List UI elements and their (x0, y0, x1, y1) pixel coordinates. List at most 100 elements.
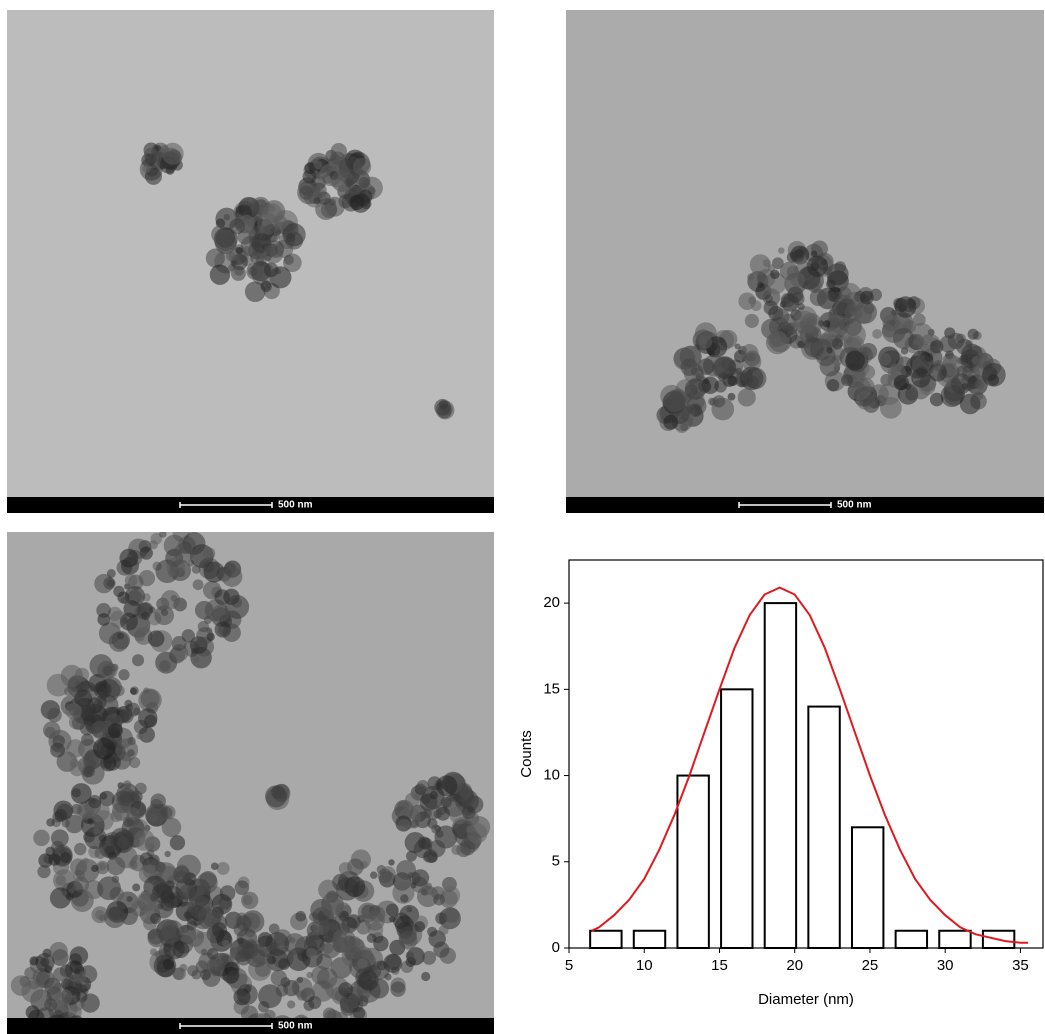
particle (427, 926, 438, 937)
particle (44, 965, 53, 974)
particle (265, 932, 290, 956)
particle (79, 720, 95, 736)
particle (337, 870, 361, 894)
particle (209, 264, 231, 285)
particle (74, 968, 81, 975)
particle (797, 340, 806, 349)
particle (901, 298, 915, 313)
particle (451, 844, 462, 855)
particle (120, 597, 128, 605)
bar (850, 826, 885, 949)
particle (878, 352, 892, 366)
particle (244, 281, 266, 302)
particle (384, 973, 392, 981)
particle (302, 169, 317, 184)
particle (338, 982, 354, 997)
particle (932, 343, 942, 353)
particle (106, 569, 116, 578)
particle (29, 956, 39, 966)
particle (191, 565, 201, 574)
particle (400, 894, 409, 903)
particle (140, 689, 160, 709)
particle (734, 343, 741, 350)
particle (295, 910, 307, 922)
particle (160, 806, 173, 819)
particle (97, 613, 111, 626)
particle (225, 594, 250, 619)
particle (163, 958, 175, 970)
x-axis-label: Diameter (nm) (758, 991, 854, 1008)
particle (47, 707, 62, 723)
fit-curve (591, 586, 1028, 944)
particle (392, 881, 415, 904)
particle (772, 257, 784, 270)
particle (313, 160, 323, 170)
particle (331, 169, 354, 192)
particle (73, 971, 86, 984)
bar (894, 929, 929, 949)
particle (414, 921, 426, 933)
particle (60, 664, 84, 688)
particle (827, 291, 837, 301)
particle (84, 826, 107, 850)
particle (461, 805, 476, 820)
particle (338, 862, 352, 876)
particle (124, 574, 138, 587)
particle (142, 164, 151, 173)
particle (102, 665, 114, 676)
particle (216, 861, 230, 875)
bar (676, 774, 710, 949)
particle (853, 305, 873, 325)
particle (929, 392, 944, 407)
particle (76, 803, 94, 820)
particle (404, 792, 420, 808)
particle (134, 782, 147, 795)
particle (833, 365, 841, 372)
particle (857, 377, 875, 396)
particle (192, 656, 200, 663)
particle (388, 859, 395, 866)
particle (684, 378, 706, 400)
particle (763, 300, 779, 315)
particle (187, 895, 210, 918)
particle (60, 852, 71, 863)
particle (697, 358, 715, 375)
particle (278, 958, 290, 970)
particle (159, 660, 171, 672)
particle (106, 696, 114, 704)
particle (88, 794, 102, 809)
particle (139, 546, 153, 560)
particle (396, 859, 416, 880)
particle (149, 948, 158, 956)
particle (727, 392, 736, 401)
particle (80, 993, 100, 1013)
particle (900, 347, 909, 355)
particle (136, 732, 143, 740)
particle (405, 951, 415, 960)
particle (358, 189, 373, 204)
particle (448, 793, 458, 803)
particle (866, 395, 879, 407)
particle (215, 218, 226, 228)
y-tick-label: 15 (543, 680, 560, 697)
particle (63, 686, 74, 696)
particle (133, 630, 145, 642)
particle (164, 850, 171, 858)
x-tick-label: 30 (937, 957, 954, 974)
particle (263, 262, 279, 278)
particle (54, 808, 68, 822)
particle (117, 632, 125, 640)
particle (869, 288, 882, 301)
particle (889, 319, 896, 326)
particle (420, 794, 431, 804)
x-tick-label: 5 (565, 957, 573, 974)
particle (270, 969, 288, 987)
particle (161, 142, 184, 165)
particle (349, 920, 358, 929)
particle (181, 629, 195, 643)
particle (893, 327, 915, 349)
particle (422, 808, 432, 818)
particle (421, 971, 431, 982)
tem-image: 500 nm (7, 532, 494, 1034)
particle (369, 978, 390, 999)
